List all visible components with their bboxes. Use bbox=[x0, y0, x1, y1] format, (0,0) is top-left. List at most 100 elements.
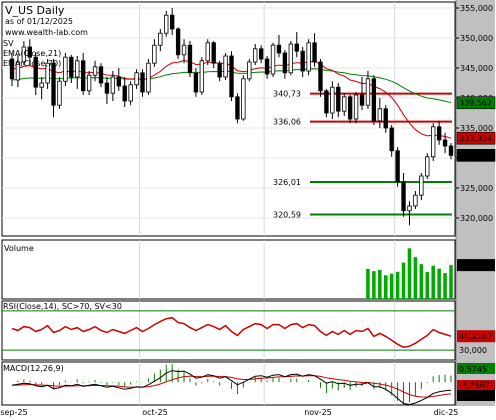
candle-body bbox=[436, 126, 442, 141]
candle-body bbox=[199, 60, 205, 93]
candle-74 bbox=[448, 143, 454, 160]
hist-tag-box bbox=[457, 390, 495, 401]
candle-body bbox=[276, 44, 282, 54]
candle-43 bbox=[264, 56, 270, 79]
volume-bar-3 bbox=[383, 275, 388, 299]
candle-67 bbox=[407, 201, 412, 226]
hist-tag: -3,3250 bbox=[459, 392, 490, 401]
volume-bar-12 bbox=[437, 268, 441, 299]
candle-body bbox=[33, 56, 38, 88]
rsi-title: RSI(Close,14), SC>70, SV<30 bbox=[3, 302, 122, 311]
volume-tag-box bbox=[457, 259, 495, 272]
candle-32 bbox=[199, 57, 205, 95]
price-tick-label-6: 325,000 bbox=[460, 184, 493, 193]
candle-5 bbox=[39, 77, 44, 100]
ema21-tag: 333,334 bbox=[459, 134, 492, 143]
signal-tag-box bbox=[457, 380, 495, 390]
candle-17 bbox=[110, 71, 116, 101]
volume-bar-7 bbox=[407, 248, 412, 299]
candle-body bbox=[175, 28, 181, 56]
candle-body bbox=[389, 127, 394, 152]
macd-line bbox=[11, 370, 452, 406]
candle-body bbox=[169, 14, 175, 30]
macd-title: MACD(12,26,9) bbox=[3, 364, 64, 373]
macd-tag-box bbox=[457, 363, 495, 374]
candle-body bbox=[235, 96, 240, 120]
candle-2 bbox=[21, 41, 27, 65]
candle-body bbox=[425, 156, 430, 177]
axis-background bbox=[456, 0, 495, 406]
level-label-2: 326,01 bbox=[273, 178, 301, 187]
ema70-tag: 339,562 bbox=[459, 99, 492, 108]
candle-body bbox=[413, 194, 418, 207]
x-label-0: sep-25 bbox=[0, 408, 27, 417]
candle-body bbox=[442, 139, 448, 147]
candle-65 bbox=[395, 147, 400, 187]
x-label-3: dic-25 bbox=[434, 408, 459, 417]
price-axis: 355,000350,000345,000340,000335,000330,0… bbox=[0, 4, 496, 417]
macd-tag: 0,5745 bbox=[459, 365, 487, 374]
candle-36 bbox=[223, 53, 228, 80]
candle-48 bbox=[294, 32, 299, 58]
candle-body bbox=[294, 43, 299, 52]
candle-63 bbox=[383, 105, 388, 133]
candle-body bbox=[229, 55, 234, 98]
candle-23 bbox=[146, 59, 151, 95]
candle-body bbox=[359, 94, 365, 106]
candle-29 bbox=[181, 39, 187, 64]
candle-body bbox=[39, 82, 44, 88]
candle-body bbox=[69, 56, 74, 78]
price-tick-label-7: 320,000 bbox=[460, 214, 493, 223]
candle-72 bbox=[436, 120, 442, 145]
volume-pane[interactable] bbox=[366, 248, 453, 299]
candle-body bbox=[306, 42, 311, 72]
candle-9 bbox=[63, 53, 68, 86]
candle-body bbox=[164, 14, 169, 34]
candle-body bbox=[158, 32, 163, 46]
legend-sv: SV bbox=[3, 39, 14, 48]
candle-body bbox=[104, 82, 110, 94]
candle-7 bbox=[51, 59, 56, 118]
candle-body bbox=[312, 42, 317, 63]
candle-body bbox=[110, 76, 116, 94]
candle-71 bbox=[431, 123, 436, 161]
level-label-3: 320,59 bbox=[273, 210, 301, 219]
ema70-tag-box bbox=[456, 96, 496, 110]
candle-38 bbox=[235, 93, 240, 124]
candle-body bbox=[21, 46, 27, 63]
candle-28 bbox=[175, 27, 181, 59]
candle-body bbox=[134, 72, 139, 86]
pane-frame-3 bbox=[1, 361, 456, 406]
legend-ema21: EMA(Close,21) bbox=[3, 49, 61, 58]
candle-54 bbox=[330, 81, 335, 119]
candle-body bbox=[258, 48, 264, 60]
price-pane[interactable]: 340,73 336,06 326,01 320,59 bbox=[2, 7, 455, 226]
rsi-pane[interactable] bbox=[2, 310, 455, 351]
candle-51 bbox=[312, 33, 317, 67]
candle-body bbox=[395, 150, 400, 183]
price-tick-label-0: 355,000 bbox=[460, 4, 493, 13]
candle-18 bbox=[116, 68, 121, 91]
price-tick-label-2: 345,000 bbox=[460, 64, 493, 73]
volume-bar-0 bbox=[366, 268, 370, 299]
candle-body bbox=[448, 145, 454, 156]
candle-0 bbox=[9, 53, 15, 86]
candle-body bbox=[205, 42, 210, 62]
macd-pane[interactable] bbox=[11, 364, 452, 406]
candle-12 bbox=[81, 53, 86, 95]
candle-70 bbox=[425, 153, 430, 179]
candle-body bbox=[45, 62, 50, 84]
candle-37 bbox=[229, 51, 234, 101]
x-label-1: oct-25 bbox=[142, 408, 168, 417]
candle-body bbox=[187, 44, 193, 74]
candle-22 bbox=[140, 69, 145, 97]
candle-41 bbox=[253, 44, 258, 65]
candle-body bbox=[288, 43, 294, 74]
candle-69 bbox=[419, 173, 424, 200]
volume-bar-9 bbox=[419, 264, 424, 299]
candle-57 bbox=[347, 95, 353, 124]
candle-46 bbox=[282, 50, 288, 79]
candle-body bbox=[57, 80, 62, 106]
candle-20 bbox=[128, 81, 133, 106]
candle-50 bbox=[306, 39, 311, 76]
